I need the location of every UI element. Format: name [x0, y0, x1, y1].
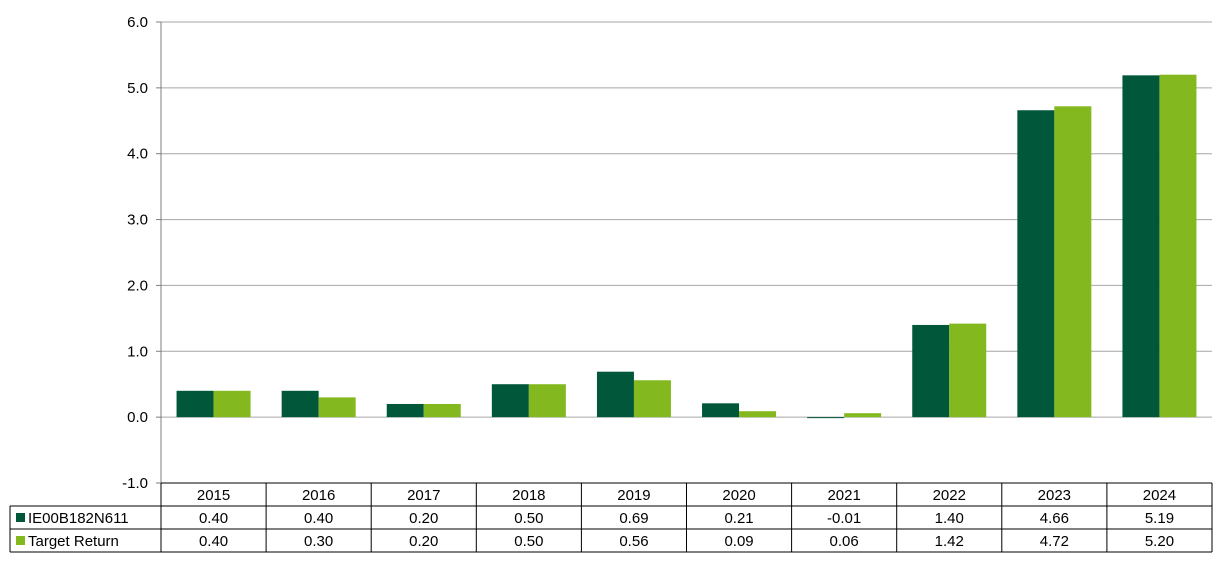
bar-fund [596, 371, 634, 418]
data-label: -0.01 [827, 510, 861, 527]
y-tick-label: 6.0 [127, 14, 148, 31]
data-label: 0.69 [619, 510, 648, 527]
data-label: 0.40 [199, 533, 228, 550]
legend-label: IE00B182N611 [28, 510, 129, 527]
x-tick-label: 2021 [827, 487, 860, 504]
x-tick-label: 2024 [1143, 487, 1176, 504]
bar-target [528, 384, 566, 418]
data-label: 0.56 [619, 533, 648, 550]
x-tick-label: 2018 [512, 487, 545, 504]
data-label: 0.21 [724, 510, 753, 527]
bar-target [423, 403, 461, 418]
legend-swatch [16, 513, 25, 522]
bar-fund [281, 390, 319, 418]
bar-target [949, 323, 987, 418]
data-label: 5.20 [1145, 533, 1174, 550]
data-label: 0.40 [199, 510, 228, 527]
data-label: 4.66 [1040, 510, 1069, 527]
data-label: 0.40 [304, 510, 333, 527]
y-tick-label: 5.0 [127, 80, 148, 97]
bar-fund [1122, 75, 1160, 418]
bar-fund [807, 417, 845, 419]
data-label: 0.50 [514, 533, 543, 550]
bar-target [633, 380, 671, 418]
data-label: 4.72 [1040, 533, 1069, 550]
x-tick-label: 2023 [1038, 487, 1071, 504]
bar-target [844, 413, 882, 418]
bar-fund [386, 403, 424, 418]
y-tick-label: 4.0 [127, 146, 148, 163]
bar-fund [912, 324, 950, 418]
x-tick-label: 2015 [197, 487, 230, 504]
bar-target [213, 390, 251, 418]
y-tick-label: 3.0 [127, 212, 148, 229]
y-tick-label: 2.0 [127, 277, 148, 294]
bar-target [739, 411, 777, 418]
y-tick-label: 0.0 [127, 409, 148, 426]
y-tick-label: 1.0 [127, 343, 148, 360]
x-tick-label: 2016 [302, 487, 335, 504]
data-label: 0.06 [830, 533, 859, 550]
x-tick-label: 2022 [933, 487, 966, 504]
x-tick-label: 2019 [617, 487, 650, 504]
bar-fund [491, 384, 529, 418]
x-tick-label: 2017 [407, 487, 440, 504]
data-label: 0.20 [409, 533, 438, 550]
data-label: 5.19 [1145, 510, 1174, 527]
y-tick-label: -1.0 [122, 475, 148, 492]
data-label: 0.20 [409, 510, 438, 527]
bar-fund [1017, 110, 1055, 418]
data-label: 1.40 [935, 510, 964, 527]
x-tick-label: 2020 [722, 487, 755, 504]
bar-target [1054, 106, 1092, 418]
data-label: 0.09 [724, 533, 753, 550]
data-label: 0.50 [514, 510, 543, 527]
legend-swatch [16, 536, 25, 545]
bar-fund [176, 390, 214, 418]
bar-target [1159, 74, 1197, 418]
bar-fund [702, 403, 740, 418]
data-label: 0.30 [304, 533, 333, 550]
bar-target [318, 397, 356, 418]
legend-label: Target Return [28, 533, 119, 550]
data-label: 1.42 [935, 533, 964, 550]
